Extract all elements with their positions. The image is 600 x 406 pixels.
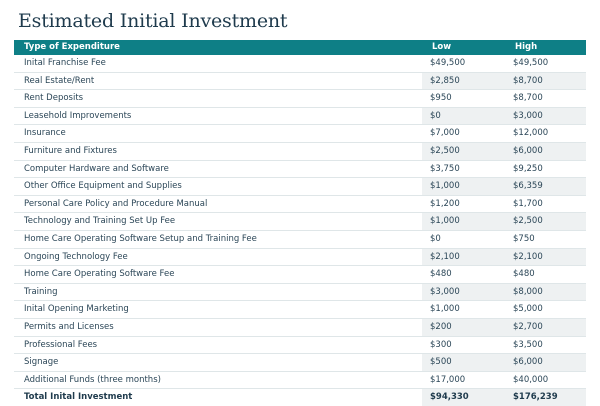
cell-high: $2,700 [505,318,586,337]
table-header-row: Type of Expenditure Low High [14,40,586,55]
cell-high: $8,700 [505,72,586,91]
cell-high: $5,000 [505,300,586,319]
table-row: Home Care Operating Software Fee $480 $480 [14,265,586,284]
table-row: Insurance $7,000 $12,000 [14,124,586,143]
cell-type: Signage [14,353,422,372]
total-high: $176,239 [505,388,586,406]
cell-high: $2,500 [505,212,586,231]
cell-low: $49,500 [422,55,505,73]
cell-low: $3,000 [422,283,505,302]
table-body: Inital Franchise Fee $49,500 $49,500 Real E… [14,55,586,406]
cell-high: $12,000 [505,124,586,143]
table-row: Professional Fees $300 $3,500 [14,336,586,355]
cell-type: Additional Funds (three months) [14,371,422,390]
table-row: Signage $500 $6,000 [14,353,586,372]
cell-low: $7,000 [422,124,505,143]
cell-low: $500 [422,353,505,372]
cell-high: $3,500 [505,336,586,355]
cell-high: $480 [505,265,586,284]
cell-low: $3,750 [422,160,505,179]
cell-high: $9,250 [505,160,586,179]
cell-high: $6,359 [505,177,586,196]
cell-low: $17,000 [422,371,505,390]
cell-type: Computer Hardware and Software [14,160,422,179]
table-row: Personal Care Policy and Procedure Manua… [14,195,586,214]
cell-low: $480 [422,265,505,284]
investment-table: Type of Expenditure Low High Inital Fran… [14,40,586,406]
header-low: Low [422,40,505,55]
cell-type: Professional Fees [14,336,422,355]
cell-high: $8,000 [505,283,586,302]
cell-low: $2,100 [422,248,505,267]
cell-type: Furniture and Fixtures [14,142,422,161]
cell-type: Home Care Operating Software Fee [14,265,422,284]
table-row: Rent Deposits $950 $8,700 [14,89,586,108]
table-row: Home Care Operating Software Setup and T… [14,230,586,249]
cell-type: Other Office Equipment and Supplies [14,177,422,196]
table-row: Additional Funds (three months) $17,000 $4… [14,371,586,390]
cell-type: Permits and Licenses [14,318,422,337]
cell-type: Inital Franchise Fee [14,55,422,73]
table-row: Permits and Licenses $200 $2,700 [14,318,586,337]
cell-low: $950 [422,89,505,108]
total-row: Total Inital Investment $94,330 $176,239 [14,388,586,406]
cell-low: $1,200 [422,195,505,214]
table-row: Furniture and Fixtures $2,500 $6,000 [14,142,586,161]
cell-low: $1,000 [422,212,505,231]
table-row: Real Estate/Rent $2,850 $8,700 [14,72,586,91]
cell-high: $3,000 [505,107,586,126]
table-row: Computer Hardware and Software $3,750 $9,2… [14,160,586,179]
cell-type: Training [14,283,422,302]
cell-low: $300 [422,336,505,355]
cell-type: Inital Opening Marketing [14,300,422,319]
table-row: Inital Opening Marketing $1,000 $5,000 [14,300,586,319]
cell-high: $750 [505,230,586,249]
cell-type: Ongoing Technology Fee [14,248,422,267]
cell-high: $40,000 [505,371,586,390]
table-row: Leasehold Improvements $0 $3,000 [14,107,586,126]
cell-high: $2,100 [505,248,586,267]
table-row: Technology and Training Set Up Fee $1,000… [14,212,586,231]
cell-high: $49,500 [505,55,586,73]
cell-high: $6,000 [505,353,586,372]
cell-type: Rent Deposits [14,89,422,108]
table-row: Other Office Equipment and Supplies $1,00… [14,177,586,196]
cell-high: $8,700 [505,89,586,108]
header-type: Type of Expenditure [14,40,422,55]
table-row: Inital Franchise Fee $49,500 $49,500 [14,55,586,73]
table-row: Training $3,000 $8,000 [14,283,586,302]
cell-low: $2,850 [422,72,505,91]
total-low: $94,330 [422,388,505,406]
cell-low: $2,500 [422,142,505,161]
table-row: Ongoing Technology Fee $2,100 $2,100 [14,248,586,267]
cell-low: $0 [422,230,505,249]
cell-type: Home Care Operating Software Setup and T… [14,230,422,249]
cell-low: $0 [422,107,505,126]
header-high: High [505,40,586,55]
cell-type: Leasehold Improvements [14,107,422,126]
cell-high: $1,700 [505,195,586,214]
cell-type: Technology and Training Set Up Fee [14,212,422,231]
cell-type: Real Estate/Rent [14,72,422,91]
cell-low: $1,000 [422,300,505,319]
cell-low: $200 [422,318,505,337]
cell-type: Personal Care Policy and Procedure Manua… [14,195,422,214]
total-type: Total Inital Investment [24,392,133,403]
cell-low: $1,000 [422,177,505,196]
page-title: Estimated Initial Investment [18,10,288,32]
cell-high: $6,000 [505,142,586,161]
cell-type: Insurance [14,124,422,143]
